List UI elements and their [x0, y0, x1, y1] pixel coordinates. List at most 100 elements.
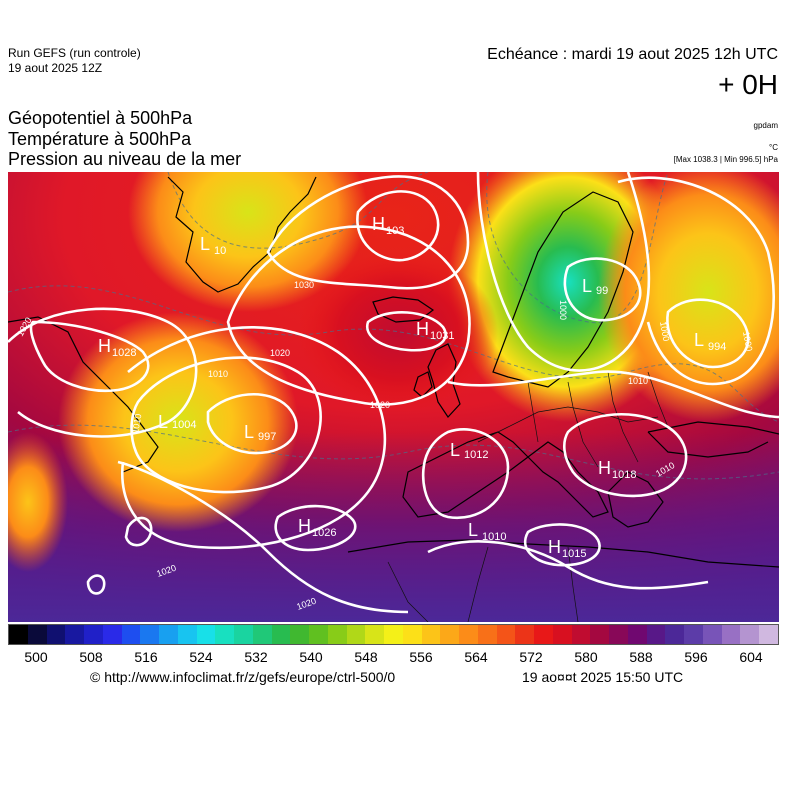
colorbar-swatch: [177, 625, 197, 644]
colorbar-tick-label: 540: [299, 649, 323, 665]
colorbar-swatch: [552, 625, 572, 644]
pressure-center-low: L 1004: [158, 412, 196, 432]
svg-text:H: H: [372, 214, 385, 234]
colorbar-swatch: [721, 625, 741, 644]
colorbar-swatch: [84, 625, 103, 644]
colorbar-swatch: [121, 625, 141, 644]
map-canvas: H 1028 H 103 H 1031 H 1026 H 1018 H 1015…: [8, 172, 779, 622]
north-america-coast: [8, 316, 159, 473]
colorbar-tick-label: 556: [409, 649, 433, 665]
isobar-high-1026: [274, 504, 357, 552]
greenland-coast: [167, 176, 317, 293]
colorbar-swatch: [102, 625, 122, 644]
colorbar-swatch: [534, 625, 553, 644]
isobar-1020-outer: [120, 326, 387, 549]
svg-text:1012: 1012: [464, 449, 488, 461]
run-date: 19 aout 2025 12Z: [8, 61, 103, 75]
colorbar-swatch: [496, 625, 516, 644]
isobar-low-994: [666, 298, 750, 369]
svg-text:1004: 1004: [172, 419, 196, 431]
svg-text:1031: 1031: [430, 330, 454, 342]
svg-text:H: H: [416, 319, 429, 339]
isobar-small-high: [86, 574, 106, 595]
svg-text:1010: 1010: [482, 531, 506, 543]
pressure-center-high: H 1018: [598, 458, 636, 481]
pressure-center-low: L 99: [582, 276, 608, 297]
warm-ridge: [298, 252, 498, 412]
isobar-high-1018: [563, 412, 688, 498]
svg-text:L: L: [468, 520, 478, 540]
colorbar-tick-label: 508: [79, 649, 103, 665]
svg-text:L: L: [158, 412, 168, 432]
run-name: Run GEFS (run controle): [8, 46, 141, 60]
svg-text:997: 997: [258, 431, 276, 443]
isobar-label: 1020: [370, 400, 390, 410]
svg-text:1028: 1028: [112, 347, 136, 359]
colorbar-swatch: [440, 625, 459, 644]
colorbar-swatch: [459, 625, 478, 644]
colorbar-tick-label: 500: [24, 649, 48, 665]
title-pressure: Pression au niveau de la mer: [8, 149, 242, 169]
colorbar-swatch: [140, 625, 159, 644]
colorbar-swatch: [346, 625, 366, 644]
black-sea-coast: [647, 431, 769, 458]
isobar-label: 1030: [294, 280, 314, 290]
colorbar-swatch: [477, 625, 497, 644]
colorbar-swatch: [627, 625, 647, 644]
colorbar-swatch: [740, 625, 759, 644]
svg-text:L: L: [450, 440, 460, 460]
pressure-center-high: H 103: [372, 214, 404, 237]
colorbar-swatch: [27, 625, 47, 644]
source-credit: © http://www.infoclimat.fr/z/gefs/europe…: [90, 669, 396, 685]
colorbar-swatch: [515, 625, 534, 644]
isobar-label: 1000: [741, 331, 754, 352]
isobar-label: 1010: [130, 413, 143, 434]
isotherm-line: [8, 424, 779, 480]
colorbar-swatch: [309, 625, 328, 644]
colorbar-swatch: [571, 625, 591, 644]
svg-text:99: 99: [596, 285, 608, 297]
svg-text:H: H: [598, 458, 611, 478]
north-africa-coast: [347, 539, 779, 568]
colorbar-swatch: [684, 625, 703, 644]
pressure-center-low: L 994: [694, 330, 726, 353]
pressure-center-high: H 1031: [416, 319, 454, 342]
colorbar-tick-label: 532: [244, 649, 268, 665]
svg-text:H: H: [98, 336, 111, 356]
svg-text:1015: 1015: [562, 548, 586, 560]
isobar-label: 1010: [208, 369, 228, 379]
colorbar-swatch: [65, 625, 84, 644]
isobar-1010-europe: [447, 370, 779, 419]
colorbar-tick-label: 588: [629, 649, 653, 665]
colorbar-swatch: [665, 625, 684, 644]
pressure-center-low: L 997: [244, 422, 276, 443]
colorbar-swatch: [327, 625, 347, 644]
pressure-center-low: L 10: [200, 234, 226, 257]
generated-time: 19 ao¤¤t 2025 15:50 UTC: [522, 669, 684, 685]
pressure-center-high: H 1015: [548, 537, 586, 560]
isobar-high-west: [29, 320, 150, 393]
svg-text:L: L: [244, 422, 254, 442]
pressure-center-low: L 1010: [468, 520, 506, 543]
colorbar-swatch: [402, 625, 422, 644]
pressure-center-high: H 1026: [298, 516, 336, 539]
forecast-valid-time: Echéance : mardi 19 aout 2025 12h UTC: [487, 46, 778, 63]
country-border: [527, 381, 539, 443]
svg-text:103: 103: [386, 225, 404, 237]
country-border: [567, 546, 579, 622]
colorbar-tick-label: 564: [464, 649, 488, 665]
isobar-high-1031: [365, 311, 447, 352]
svg-text:1018: 1018: [612, 469, 636, 481]
isotherm-line: [8, 285, 779, 423]
isobar-1015-iberia: [421, 428, 510, 520]
svg-text:994: 994: [708, 341, 726, 353]
colorbar-swatch: [46, 625, 66, 644]
iberia-coast: [402, 431, 529, 518]
colorbar-tick-label: 516: [134, 649, 158, 665]
isobar-1030: [266, 175, 470, 290]
balkans-coast: [607, 471, 664, 528]
svg-text:L: L: [200, 234, 210, 254]
ireland-coast: [413, 371, 433, 398]
country-border: [647, 371, 669, 428]
unit-geopotential: gpdam: [753, 121, 778, 130]
